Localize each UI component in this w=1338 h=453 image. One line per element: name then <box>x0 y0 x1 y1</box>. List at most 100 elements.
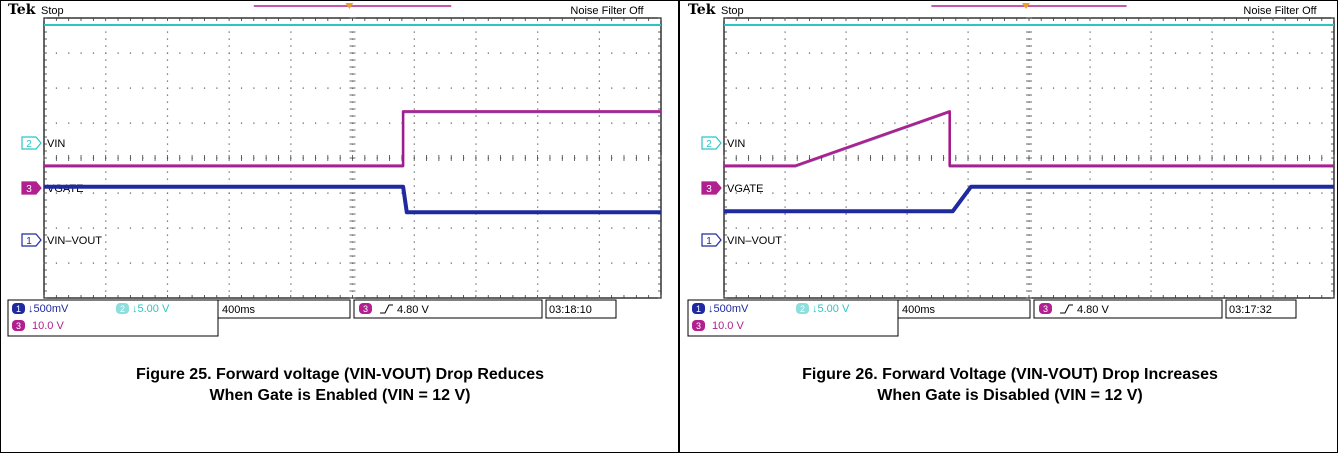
grid-dot <box>228 31 230 33</box>
grid-dot <box>979 227 981 229</box>
grid-dot <box>967 59 969 61</box>
grid-dot <box>105 129 107 131</box>
grid-dot <box>967 185 969 187</box>
ch1-badge-num: 1 <box>16 304 21 314</box>
grid-dot <box>129 52 132 54</box>
grid-dot <box>1248 227 1250 229</box>
grid-dot <box>845 38 847 40</box>
grid-dot <box>845 276 847 278</box>
grid-dot <box>549 192 551 194</box>
grid-dot <box>413 150 415 152</box>
grid-dot <box>166 45 169 47</box>
figure-caption: Figure 26. Forward Voltage (VIN-VOUT) Dr… <box>700 364 1320 406</box>
grid-dot <box>1211 171 1213 173</box>
grid-dot <box>598 234 600 236</box>
ch1-scale: ↓500mV <box>28 303 69 315</box>
grid-dot <box>1138 192 1140 194</box>
grid-dot <box>524 52 526 54</box>
grid-dot <box>598 45 600 47</box>
grid-dot <box>1248 192 1250 194</box>
grid-dot <box>364 122 366 124</box>
grid-dot <box>179 227 181 229</box>
grid-dot <box>1174 52 1177 54</box>
grid-dot <box>1272 255 1274 257</box>
grid-dot <box>906 297 908 299</box>
grid-dot <box>68 87 70 89</box>
grid-dot <box>906 185 908 187</box>
grid-dot <box>1150 227 1152 229</box>
grid-dot <box>1150 136 1152 138</box>
trace-vin-vout <box>724 184 1334 214</box>
grid-dot <box>487 87 489 89</box>
grid-dot <box>747 262 750 264</box>
grid-dot <box>1284 227 1286 229</box>
grid-dot <box>327 192 329 194</box>
grid-dot <box>967 290 969 292</box>
grid-dot <box>228 290 230 292</box>
grid-dot <box>1211 136 1213 138</box>
grid-dot <box>635 262 638 264</box>
grid-dot <box>1211 199 1213 201</box>
grid-dot <box>1296 227 1299 229</box>
grid-dot <box>290 220 292 222</box>
grid-dot <box>1089 101 1091 103</box>
grid-dot <box>930 262 933 264</box>
grid-dot <box>882 52 884 54</box>
grid-dot <box>967 136 969 138</box>
grid-dot <box>1248 87 1250 89</box>
grid-dot <box>524 122 526 124</box>
grid-dot <box>635 227 638 229</box>
ch1-badge-num: 1 <box>696 304 701 314</box>
grid-dot <box>426 192 428 194</box>
grid-dot <box>991 262 994 264</box>
grid-dot <box>413 220 415 222</box>
grid-dot <box>413 276 415 278</box>
grid-dot <box>290 206 292 208</box>
grid-dot <box>1089 45 1091 47</box>
grid-dot <box>784 52 786 54</box>
grid-dot <box>784 136 786 138</box>
grid-dot <box>906 290 908 292</box>
grid-dot <box>105 52 107 54</box>
grid-dot <box>894 227 896 229</box>
grid-dot <box>290 87 292 89</box>
grid-dot <box>1150 108 1152 110</box>
grid-dot <box>166 122 169 124</box>
channel-label: VIN–VOUT <box>47 235 102 247</box>
grid-dot <box>1260 122 1262 124</box>
grid-dot <box>906 94 908 96</box>
grid-dot <box>475 164 477 166</box>
grid-dot <box>1211 283 1213 285</box>
grid-dot <box>979 122 981 124</box>
noise-filter-status: Noise Filter Off <box>1243 5 1317 17</box>
grid-dot <box>413 80 415 82</box>
ch1-badge-icon <box>692 303 705 314</box>
grid-dot <box>747 52 750 54</box>
grid-dot <box>784 269 786 271</box>
grid-dot <box>1211 31 1213 33</box>
grid-dot <box>302 262 304 264</box>
grid-dot <box>413 241 415 243</box>
grid-dot <box>991 227 994 229</box>
grid-dot <box>796 87 798 89</box>
grid-dot <box>772 227 774 229</box>
grid-dot <box>240 87 243 89</box>
grid-dot <box>1016 52 1018 54</box>
grid-dot <box>967 283 969 285</box>
grid-dot <box>389 87 391 89</box>
grid-dot <box>179 192 181 194</box>
grid-dot <box>537 206 539 208</box>
grid-dot <box>265 87 267 89</box>
grid-dot <box>105 45 107 47</box>
grid-dot <box>68 262 70 264</box>
grid-dot <box>537 234 539 236</box>
grid-dot <box>635 192 638 194</box>
grid-dot <box>894 192 896 194</box>
channel-marker-vgate: 3 VGATE <box>701 181 763 195</box>
grid-dot <box>389 192 391 194</box>
grid-dot <box>1126 262 1128 264</box>
grid-dot <box>80 262 82 264</box>
grid-dot <box>833 262 835 264</box>
grid-dot <box>845 269 847 271</box>
grid-dot <box>623 52 625 54</box>
